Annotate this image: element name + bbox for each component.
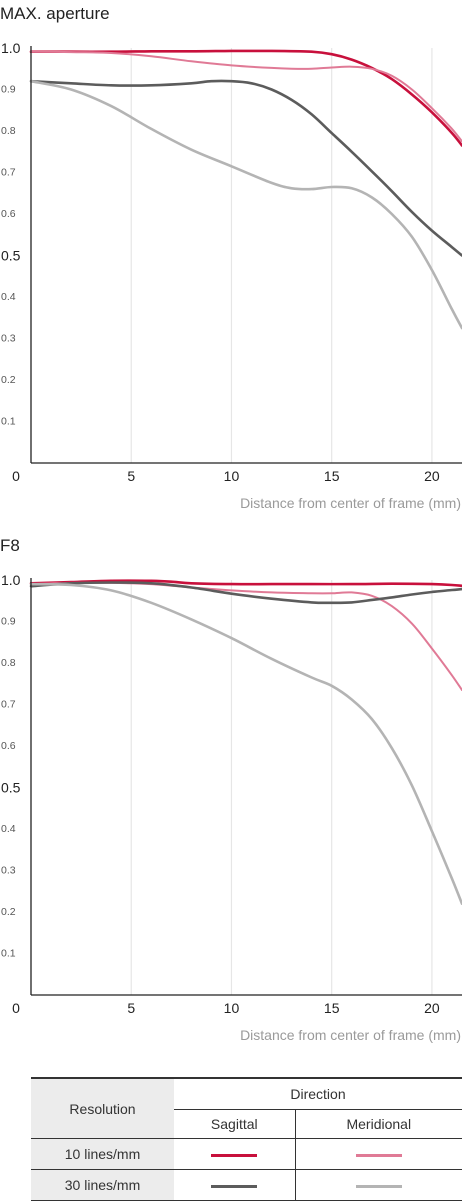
y-tick-label: 1.0 <box>1 40 21 56</box>
series-line-m30 <box>29 79 462 330</box>
y-tick-label: 0.5 <box>1 248 21 264</box>
series-line-s30 <box>29 581 462 605</box>
legend-swatch-sagittal-30 <box>211 1184 258 1188</box>
y-tick-label: 0.8 <box>1 125 16 137</box>
series-line-m10 <box>30 50 462 143</box>
legend-cell <box>295 1169 462 1201</box>
y-tick-label: 0.1 <box>1 948 16 960</box>
x-tick-label: 0 <box>12 468 20 484</box>
x-tick-label: 10 <box>224 468 240 484</box>
legend-row-10: 10 lines/mm <box>31 1138 462 1170</box>
legend-table: Resolution Direction Sagittal Meridional… <box>31 1077 462 1201</box>
legend-direction-header: Direction <box>174 1077 462 1109</box>
y-tick-label: 0.6 <box>1 740 16 752</box>
legend-row-label: 10 lines/mm <box>31 1138 174 1170</box>
x-axis-label: Distance from center of frame (mm) <box>240 495 461 511</box>
series-line-m30 <box>29 582 462 905</box>
legend-row-30: 30 lines/mm <box>31 1169 462 1201</box>
y-tick-label: 0.8 <box>1 657 16 669</box>
y-tick-label: 0.6 <box>1 208 16 220</box>
legend-cell <box>174 1169 296 1201</box>
legend-swatch-meridional-30 <box>355 1184 402 1188</box>
y-tick-label: 1.0 <box>1 572 21 588</box>
x-axis-label: Distance from center of frame (mm) <box>240 1027 461 1043</box>
y-tick-label: 0.7 <box>1 699 16 711</box>
chart-f8: F8 1.0 0.9 0.8 0.7 0.6 0.5 0.4 0.3 0.2 0.1 0 5 10 15 2… <box>0 536 462 1056</box>
y-tick-label: 0.2 <box>1 906 16 918</box>
legend-resolution-header: Resolution <box>31 1077 174 1139</box>
series-line-s10 <box>29 579 462 588</box>
y-tick-label: 0.5 <box>1 780 21 796</box>
mtf-chart-max-aperture: 1.0 0.9 0.8 0.7 0.6 0.5 0.4 0.3 0.2 0.1 0 5 10 15 20 Di… <box>1 40 462 511</box>
x-tick-label: 20 <box>424 468 440 484</box>
y-tick-label: 0.4 <box>1 823 16 835</box>
x-tick-label: 5 <box>127 1000 135 1016</box>
y-tick-label: 0.9 <box>1 616 16 628</box>
legend-cell <box>295 1138 462 1170</box>
y-tick-label: 0.4 <box>1 291 16 303</box>
y-tick-label: 0.7 <box>1 167 16 179</box>
legend-swatch-sagittal-10 <box>211 1153 258 1157</box>
y-tick-label: 0.1 <box>1 416 16 428</box>
y-tick-label: 0.9 <box>1 84 16 96</box>
x-tick-label: 10 <box>224 1000 240 1016</box>
y-tick-label: 0.2 <box>1 374 16 386</box>
legend-sagittal-header: Sagittal <box>174 1108 296 1139</box>
x-tick-label: 15 <box>324 468 340 484</box>
series-line-s10 <box>29 49 462 147</box>
legend-row-label: 30 lines/mm <box>31 1169 174 1201</box>
x-tick-label: 15 <box>324 1000 340 1016</box>
legend-meridional-header: Meridional <box>295 1108 462 1139</box>
x-tick-label: 20 <box>424 1000 440 1016</box>
series-line-m10 <box>30 581 462 691</box>
chart-title: MAX. aperture <box>0 4 110 23</box>
chart-max-aperture: MAX. aperture 1.0 0.9 0.8 0.7 0.6 0.5 0.4 0.3 0.… <box>0 4 462 524</box>
mtf-chart-f8: 1.0 0.9 0.8 0.7 0.6 0.5 0.4 0.3 0.2 0.1 0 5 10 15 20 Di… <box>1 572 462 1043</box>
x-tick-label: 0 <box>12 1000 20 1016</box>
series-line-s30 <box>29 79 462 257</box>
legend-cell <box>174 1138 296 1170</box>
legend-swatch-meridional-10 <box>355 1153 402 1157</box>
y-tick-label: 0.3 <box>1 865 16 877</box>
x-tick-label: 5 <box>127 468 135 484</box>
chart-title: F8 <box>0 536 20 555</box>
y-tick-label: 0.3 <box>1 333 16 345</box>
